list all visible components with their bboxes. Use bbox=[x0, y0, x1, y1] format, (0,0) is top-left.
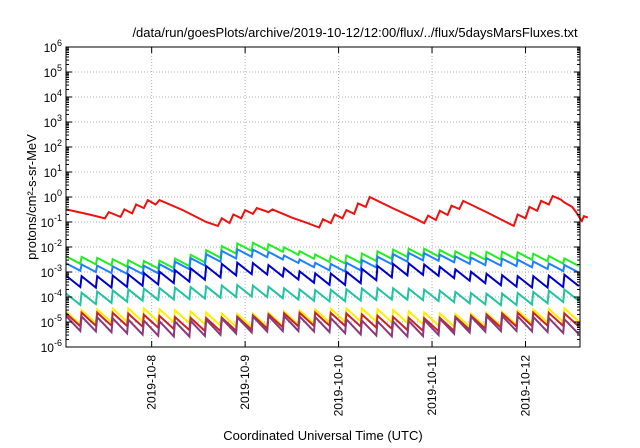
x-tick-label: 2019-10-8 bbox=[145, 355, 159, 410]
y-tick-label: 103 bbox=[44, 113, 62, 130]
series-line-1 bbox=[65, 194, 589, 229]
x-tick-label: 2019-10-11 bbox=[425, 355, 439, 416]
y-tick-label: 100 bbox=[44, 188, 62, 205]
y-tick-label: 10-4 bbox=[41, 288, 62, 305]
x-axis: 2019-10-8 2019-10-9 2019-10-10 2019-10-11 20… bbox=[145, 47, 532, 417]
y-tick-label: 101 bbox=[44, 163, 62, 180]
series-line-4 bbox=[65, 260, 580, 290]
y-axis-label: protons/cm²-s-sr-MeV bbox=[24, 134, 39, 260]
y-tick-label: 10-6 bbox=[41, 338, 62, 355]
y-tick-label: 10-1 bbox=[41, 213, 62, 230]
series-line-7 bbox=[65, 310, 580, 334]
y-tick-label: 10-2 bbox=[41, 238, 62, 255]
series-line-6 bbox=[65, 306, 580, 330]
y-tick-label: 10-5 bbox=[41, 313, 62, 330]
y-axis: 10-6 10-5 10-4 10-3 10-2 10-1 100 101 102 103 104 1… bbox=[41, 38, 580, 355]
y-tick-label: 102 bbox=[44, 138, 62, 155]
y-tick-label: 10-3 bbox=[41, 263, 62, 280]
series-line-2 bbox=[65, 241, 580, 271]
x-axis-label: Coordinated Universal Time (UTC) bbox=[223, 428, 422, 443]
x-tick-label: 2019-10-9 bbox=[238, 355, 252, 410]
y-tick-label: 106 bbox=[44, 38, 62, 55]
chart-title: /data/run/goesPlots/archive/2019-10-12/1… bbox=[132, 25, 578, 40]
y-tick-label: 105 bbox=[44, 63, 62, 80]
x-tick-label: 2019-10-12 bbox=[518, 355, 532, 417]
series-line-8 bbox=[65, 313, 580, 339]
y-tick-label: 104 bbox=[44, 88, 62, 105]
chart-series bbox=[65, 194, 589, 339]
x-tick-label: 2019-10-10 bbox=[332, 355, 346, 417]
series-line-5 bbox=[65, 283, 580, 308]
series-line-3 bbox=[65, 247, 580, 276]
